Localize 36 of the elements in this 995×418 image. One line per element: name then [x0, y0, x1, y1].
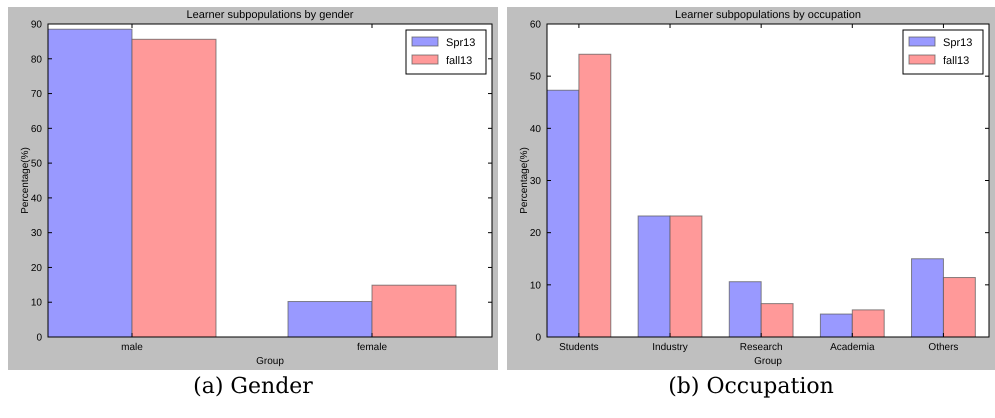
- y-tick-label: 60: [530, 20, 542, 30]
- x-axis-title: Group: [754, 356, 782, 367]
- x-tick-label: male: [121, 342, 144, 353]
- x-tick-label: Students: [559, 342, 599, 353]
- y-tick-label: 80: [30, 54, 42, 66]
- y-tick-label: 40: [530, 124, 542, 135]
- legend-label: fall13: [943, 54, 970, 67]
- legend-label: fall13: [446, 54, 472, 67]
- x-axis-title: Group: [256, 356, 284, 367]
- y-tick-label: 10: [30, 298, 42, 309]
- y-tick-label: 30: [30, 228, 42, 240]
- y-tick-label: 40: [30, 193, 42, 204]
- y-tick-label: 50: [30, 158, 42, 170]
- y-tick-label: 10: [530, 280, 542, 292]
- y-tick-label: 90: [30, 20, 42, 30]
- legend-label: Spr13: [943, 36, 972, 49]
- x-tick-label: Research: [740, 342, 783, 353]
- y-tick-label: 30: [530, 176, 542, 187]
- y-tick-label: 60: [30, 124, 42, 135]
- x-tick-label: Academia: [830, 342, 875, 353]
- y-tick-label: 20: [530, 228, 542, 240]
- x-tick-label: Industry: [652, 342, 688, 353]
- y-axis-title: Percentage(%): [519, 147, 530, 214]
- legend-label: Spr13: [446, 36, 476, 49]
- y-axis-title: Percentage(%): [20, 147, 31, 214]
- text: (a) Gender: [193, 374, 314, 399]
- x-tick-label: female: [356, 342, 388, 353]
- y-tick-label: 0: [535, 332, 542, 344]
- chart-title: Learner subpopulations by occupation: [675, 9, 861, 21]
- y-tick-label: 20: [30, 262, 42, 274]
- text: (b) Occupation: [668, 374, 834, 399]
- y-tick-label: 0: [36, 332, 42, 344]
- y-tick-label: 50: [530, 72, 542, 83]
- x-tick-label: Others: [928, 342, 958, 353]
- y-tick-label: 70: [30, 89, 42, 100]
- chart-title: Learner subpopulations by gender: [186, 9, 354, 21]
